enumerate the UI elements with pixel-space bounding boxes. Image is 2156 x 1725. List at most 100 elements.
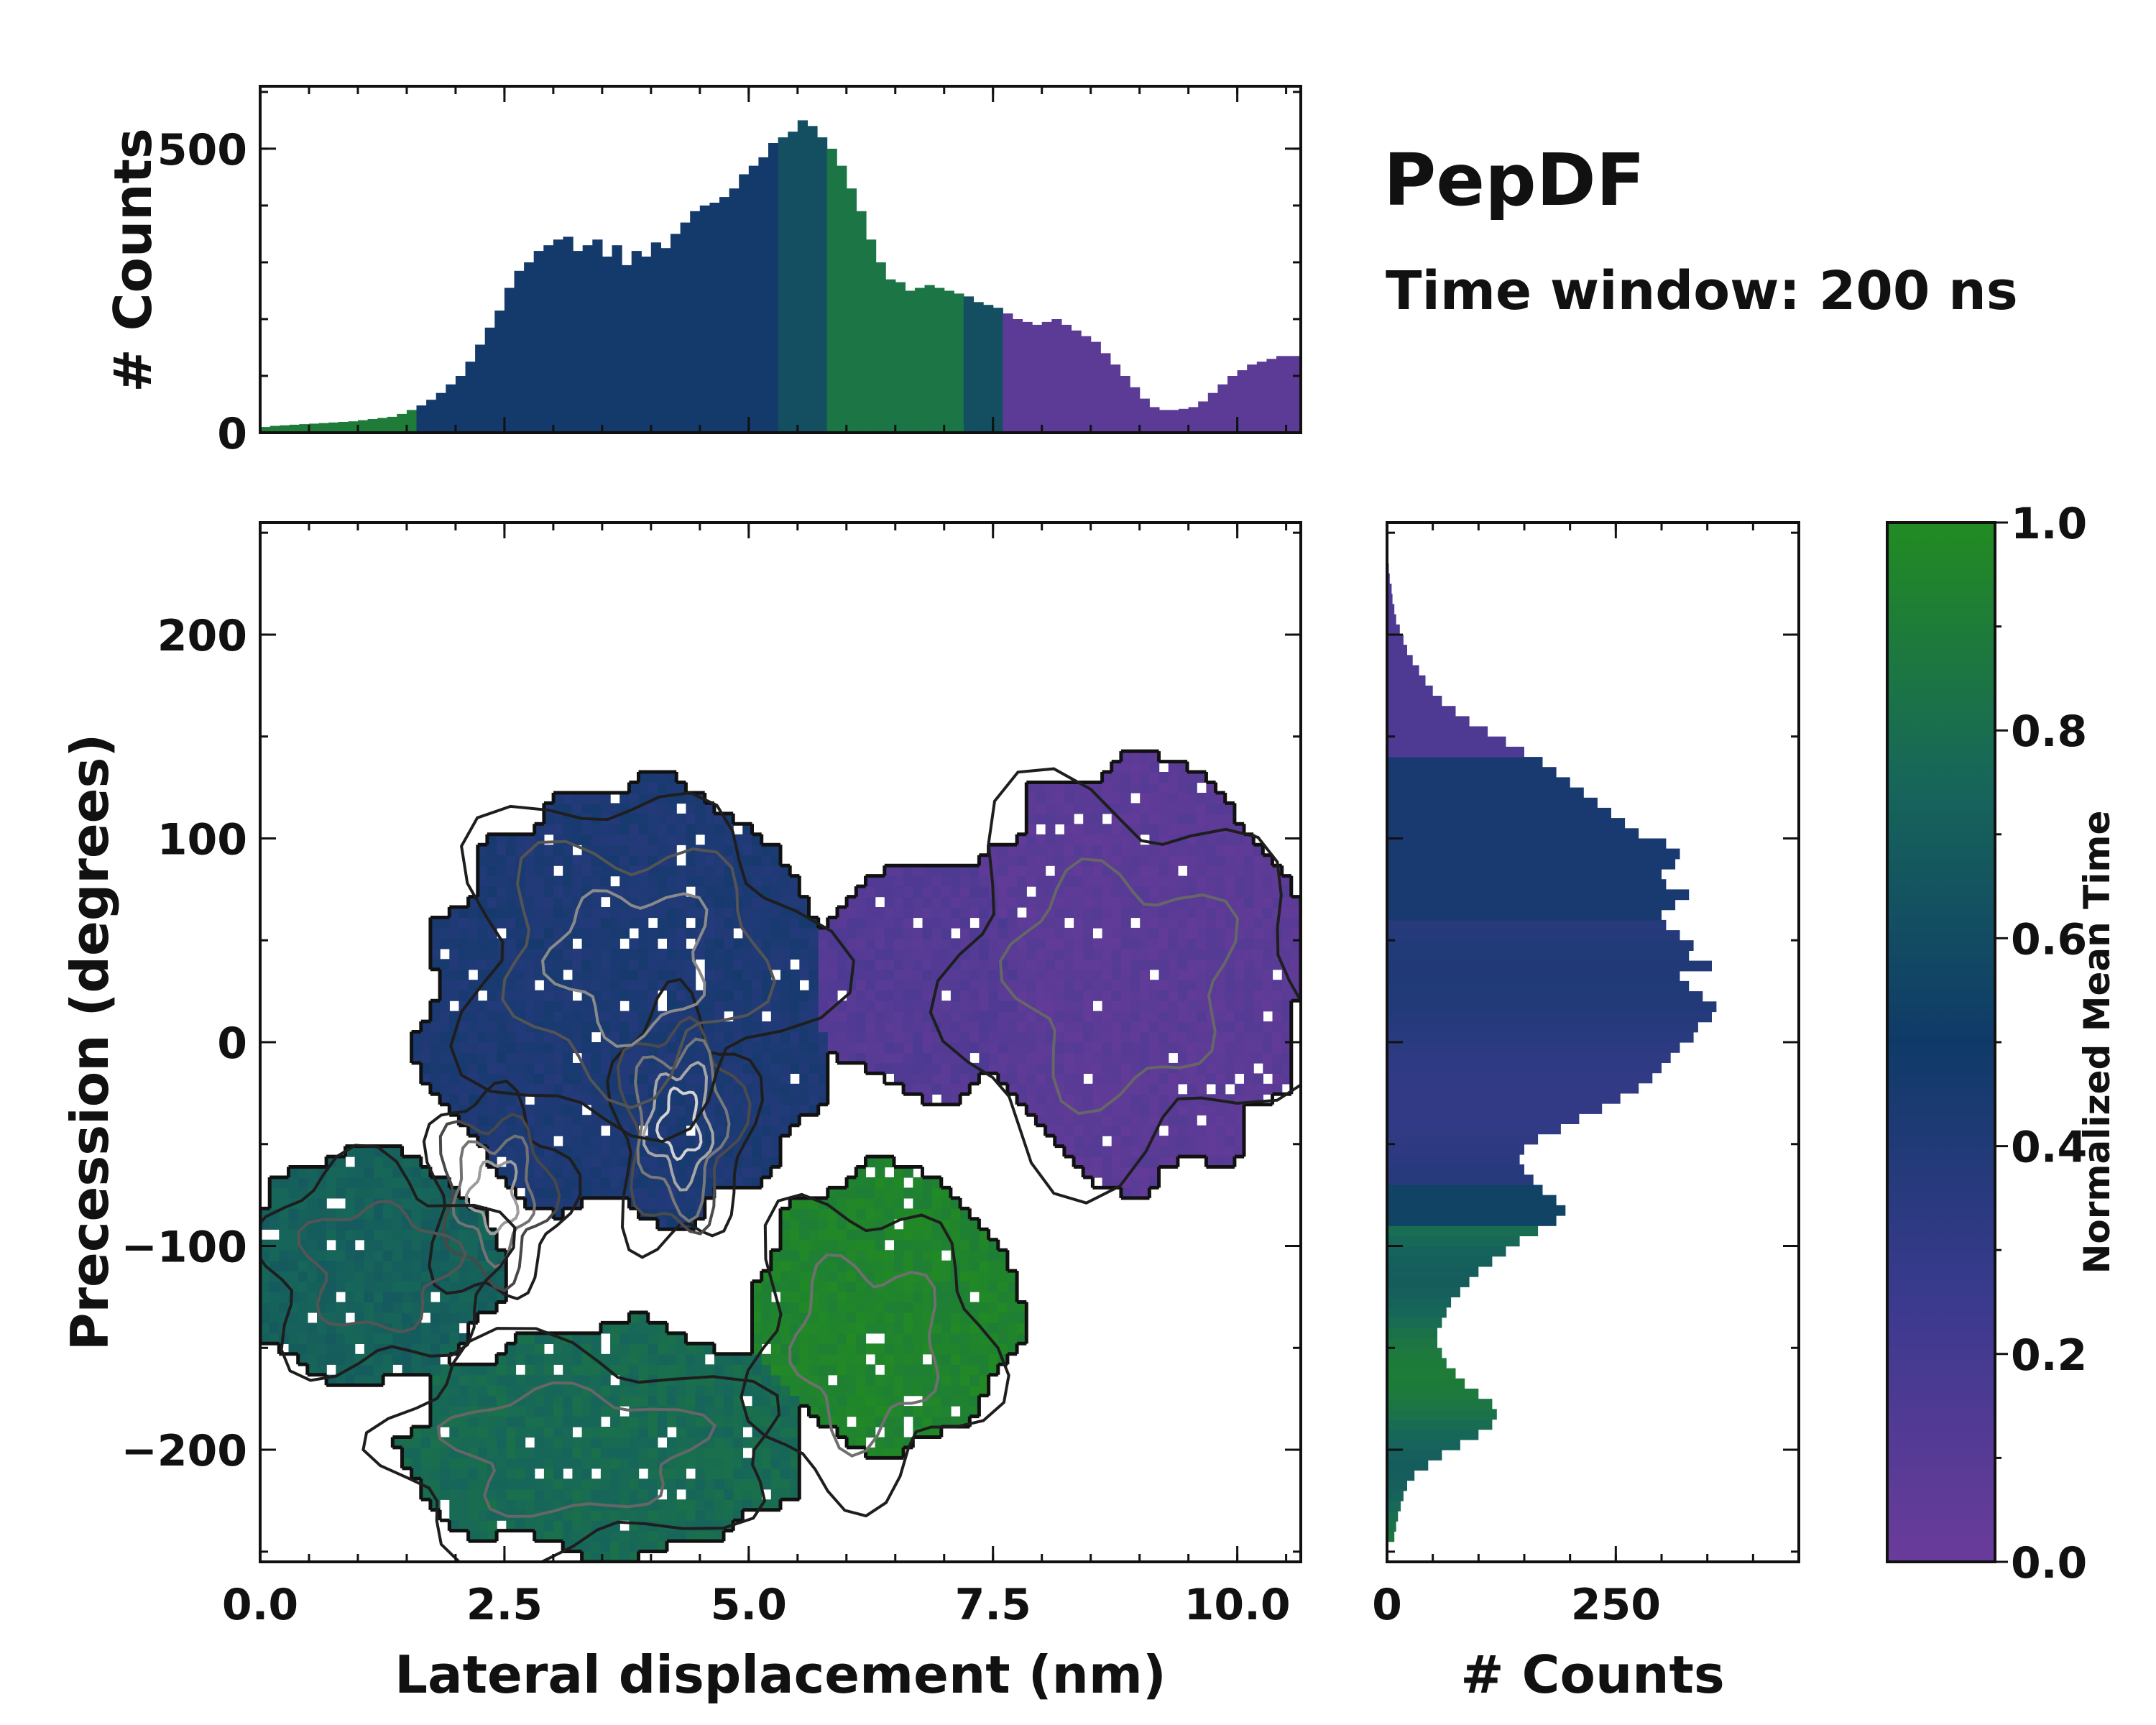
heatmap-cell bbox=[619, 824, 630, 835]
heatmap-cell bbox=[875, 1062, 885, 1074]
heatmap-cell bbox=[1111, 1031, 1122, 1043]
top-histogram-bar bbox=[914, 288, 926, 433]
heatmap-cell bbox=[884, 1229, 895, 1241]
heatmap-cell bbox=[440, 969, 450, 980]
heatmap-cell bbox=[827, 1218, 838, 1230]
heatmap-cell bbox=[941, 1312, 952, 1324]
heatmap-cell bbox=[392, 1218, 403, 1230]
heatmap-cell bbox=[1036, 938, 1046, 949]
heatmap-cell bbox=[761, 1281, 772, 1292]
heatmap-cell bbox=[865, 1000, 876, 1012]
heatmap-cell bbox=[1272, 1062, 1283, 1074]
heatmap-cell bbox=[1054, 793, 1065, 804]
heatmap-cell bbox=[790, 990, 800, 1001]
heatmap-cell bbox=[686, 927, 696, 939]
heatmap-cell bbox=[288, 1229, 299, 1241]
heatmap-cell bbox=[960, 927, 970, 939]
heatmap-cell bbox=[714, 1406, 724, 1417]
heatmap-cell bbox=[648, 969, 658, 980]
heatmap-cell bbox=[468, 1000, 479, 1012]
right-histogram-bar bbox=[1387, 696, 1442, 707]
heatmap-cell bbox=[837, 907, 847, 919]
heatmap-cell bbox=[1215, 927, 1226, 939]
heatmap-cell bbox=[600, 969, 611, 980]
heatmap-cell bbox=[515, 1478, 526, 1490]
heatmap-cell bbox=[326, 1333, 336, 1344]
heatmap-cell bbox=[525, 1000, 535, 1012]
heatmap-cell bbox=[1111, 1021, 1122, 1033]
heatmap-cell bbox=[487, 1509, 497, 1521]
heatmap-cell bbox=[1102, 1073, 1112, 1085]
heatmap-cell bbox=[686, 1073, 696, 1085]
heatmap-cell bbox=[752, 1322, 763, 1334]
heatmap-cell bbox=[1120, 938, 1131, 949]
heatmap-cell bbox=[610, 1333, 620, 1344]
heatmap-cell bbox=[468, 907, 479, 919]
heatmap-cell bbox=[969, 1333, 980, 1344]
heatmap-cell bbox=[969, 1322, 980, 1334]
heatmap-cell bbox=[1111, 1083, 1122, 1095]
heatmap-cell bbox=[1234, 865, 1245, 877]
heatmap-cell bbox=[515, 990, 526, 1001]
heatmap-cell bbox=[1064, 803, 1074, 814]
heatmap-cell bbox=[1140, 1042, 1150, 1054]
right-histogram-bar bbox=[1387, 1195, 1557, 1206]
heatmap-cell bbox=[761, 1292, 772, 1303]
heatmap-cell bbox=[704, 917, 715, 929]
heatmap-cell bbox=[468, 1042, 479, 1054]
heatmap-cell bbox=[808, 1208, 819, 1220]
heatmap-cell bbox=[515, 1427, 526, 1438]
heatmap-cell bbox=[515, 1031, 526, 1043]
heatmap-cell bbox=[515, 1333, 526, 1344]
heatmap-cell bbox=[591, 1437, 602, 1448]
heatmap-cell bbox=[440, 1322, 450, 1334]
heatmap-cell bbox=[714, 1364, 724, 1376]
heatmap-cell bbox=[847, 1385, 857, 1397]
heatmap-cell bbox=[979, 1000, 990, 1012]
heatmap-cell bbox=[534, 917, 545, 929]
heatmap-cell bbox=[686, 1208, 696, 1220]
heatmap-cell bbox=[440, 1333, 450, 1344]
heatmap-cell bbox=[336, 1229, 346, 1241]
heatmap-cell bbox=[770, 1458, 781, 1469]
heatmap-cell bbox=[1120, 886, 1131, 898]
heatmap-cell bbox=[619, 1530, 630, 1542]
heatmap-cell bbox=[648, 1458, 658, 1469]
heatmap-cell bbox=[1177, 761, 1188, 773]
top-histogram-bar bbox=[1472, 429, 1482, 433]
heatmap-cell bbox=[572, 875, 583, 887]
heatmap-cell bbox=[818, 1062, 829, 1074]
heatmap-cell bbox=[1045, 980, 1056, 991]
heatmap-cell bbox=[402, 1437, 413, 1448]
heatmap-cell bbox=[903, 1011, 913, 1022]
heatmap-cell bbox=[477, 845, 488, 856]
heatmap-cell bbox=[1281, 917, 1292, 929]
heatmap-cell bbox=[865, 1062, 876, 1074]
heatmap-cell bbox=[1272, 1000, 1283, 1012]
heatmap-cell bbox=[581, 907, 592, 919]
heatmap-cell bbox=[497, 1167, 507, 1178]
heatmap-cell bbox=[525, 1011, 535, 1022]
heatmap-cell bbox=[790, 896, 800, 908]
heatmap-cell bbox=[998, 1302, 1008, 1313]
heatmap-cell bbox=[799, 1197, 810, 1209]
heatmap-cell bbox=[742, 896, 753, 908]
heatmap-cell bbox=[1187, 1031, 1197, 1043]
heatmap-cell bbox=[648, 1156, 658, 1168]
heatmap-cell bbox=[619, 845, 630, 856]
heatmap-cell bbox=[1272, 1052, 1283, 1064]
heatmap-cell bbox=[1187, 927, 1197, 939]
heatmap-cell bbox=[686, 834, 696, 845]
heatmap-cell bbox=[1064, 813, 1074, 824]
heatmap-cell bbox=[790, 1250, 800, 1261]
heatmap-cell bbox=[459, 1385, 469, 1397]
heatmap-cell bbox=[780, 1353, 791, 1365]
heatmap-cell bbox=[818, 1094, 829, 1105]
heatmap-cell bbox=[780, 907, 791, 919]
heatmap-cell bbox=[1197, 1136, 1207, 1147]
heatmap-cell bbox=[903, 907, 913, 919]
heatmap-cell bbox=[497, 1125, 507, 1136]
heatmap-cell bbox=[638, 1062, 649, 1074]
heatmap-cell bbox=[610, 1489, 620, 1500]
heatmap-cell bbox=[1234, 1104, 1245, 1116]
